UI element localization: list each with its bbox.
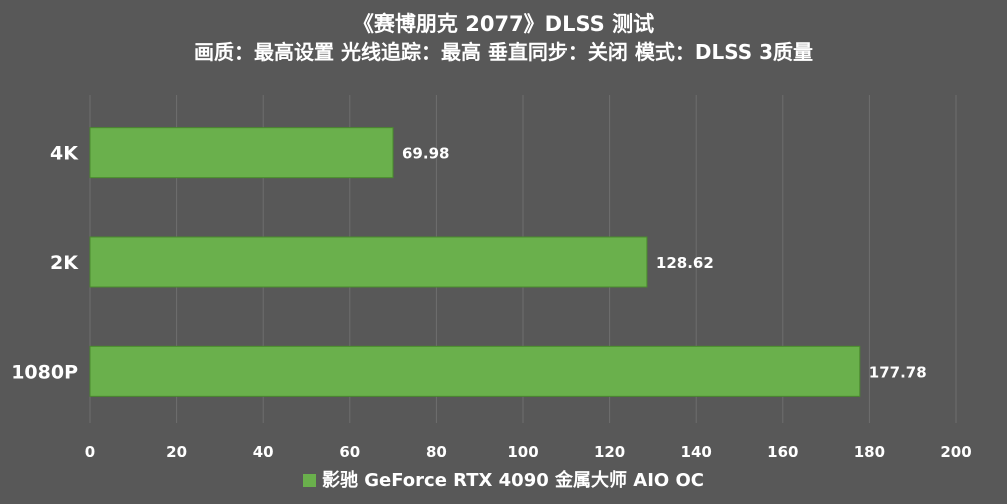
- x-tick-label-180: 180: [854, 443, 885, 461]
- category-label-1080P: 1080P: [11, 361, 78, 383]
- x-tick-label-120: 120: [594, 443, 625, 461]
- x-tick-label-140: 140: [681, 443, 712, 461]
- legend-label: 影驰 GeForce RTX 4090 金属大师 AIO OC: [321, 470, 705, 491]
- category-label-4K: 4K: [50, 143, 79, 165]
- data-label-1080P: 177.78: [869, 363, 927, 381]
- data-label-2K: 128.62: [656, 254, 714, 272]
- chart-subtitle: 画质：最高设置 光线追踪：最高 垂直同步：关闭 模式：DLSS 3质量: [193, 40, 814, 64]
- x-tick-label-80: 80: [426, 443, 447, 461]
- bar-1080P: [89, 345, 861, 397]
- x-tick-label-60: 60: [339, 443, 360, 461]
- bar-2K: [89, 236, 648, 288]
- legend-swatch: [302, 474, 316, 487]
- x-tick-label-40: 40: [253, 443, 274, 461]
- x-tick-label-100: 100: [507, 443, 538, 461]
- category-label-2K: 2K: [50, 252, 79, 274]
- chart-title: 《赛博朋克 2077》DLSS 测试: [352, 12, 655, 36]
- x-tick-label-20: 20: [166, 443, 187, 461]
- x-tick-label-200: 200: [940, 443, 971, 461]
- legend: 影驰 GeForce RTX 4090 金属大师 AIO OC: [0, 466, 1007, 492]
- x-tick-label-0: 0: [85, 443, 95, 461]
- data-label-4K: 69.98: [402, 145, 449, 163]
- bar-4K: [89, 127, 394, 179]
- x-tick-label-160: 160: [767, 443, 798, 461]
